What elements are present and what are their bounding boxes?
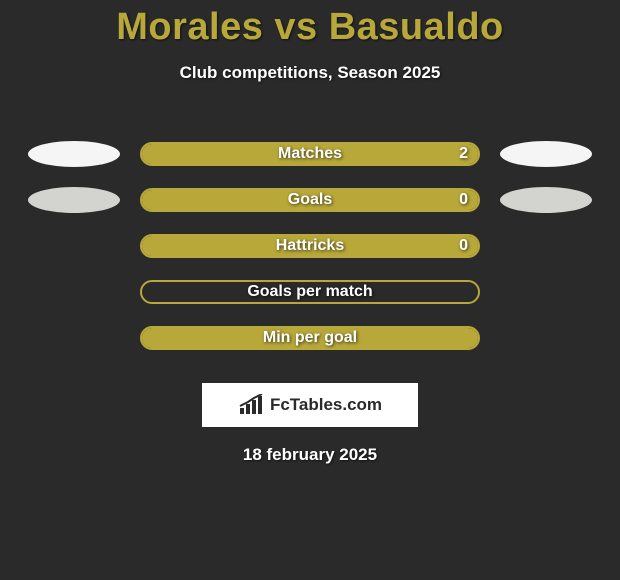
ellipse-spacer [500,325,592,351]
bar-label: Min per goal [142,328,478,348]
right-ellipse [500,187,592,213]
page-title: Morales vs Basualdo [0,0,620,49]
stat-row-hattricks: Hattricks 0 [0,223,620,269]
bar-value: 0 [459,236,468,256]
bar-label: Goals [142,190,478,210]
right-ellipse [500,141,592,167]
bar-value: 0 [459,190,468,210]
stats-rows: Matches 2 Goals 0 Hattricks 0 Goals per … [0,131,620,361]
ellipse-spacer [500,233,592,259]
logo-box: FcTables.com [202,383,418,427]
stat-bar: Min per goal [140,326,480,350]
ellipse-spacer [28,325,120,351]
bar-label: Hattricks [142,236,478,256]
stat-bar: Hattricks 0 [140,234,480,258]
left-ellipse [28,141,120,167]
ellipse-spacer [500,279,592,305]
stat-row-gpm: Goals per match [0,269,620,315]
left-ellipse [28,187,120,213]
stat-row-goals: Goals 0 [0,177,620,223]
page-subtitle: Club competitions, Season 2025 [0,49,620,83]
stat-bar: Goals 0 [140,188,480,212]
stat-row-mpg: Min per goal [0,315,620,361]
bar-label: Matches [142,144,478,164]
logo-text: FcTables.com [270,395,382,415]
footer-date: 18 february 2025 [0,427,620,465]
stat-row-matches: Matches 2 [0,131,620,177]
ellipse-spacer [28,279,120,305]
bar-label: Goals per match [142,282,478,302]
chart-icon [238,394,266,416]
stat-bar: Goals per match [140,280,480,304]
ellipse-spacer [28,233,120,259]
stat-bar: Matches 2 [140,142,480,166]
bar-value: 2 [459,144,468,164]
